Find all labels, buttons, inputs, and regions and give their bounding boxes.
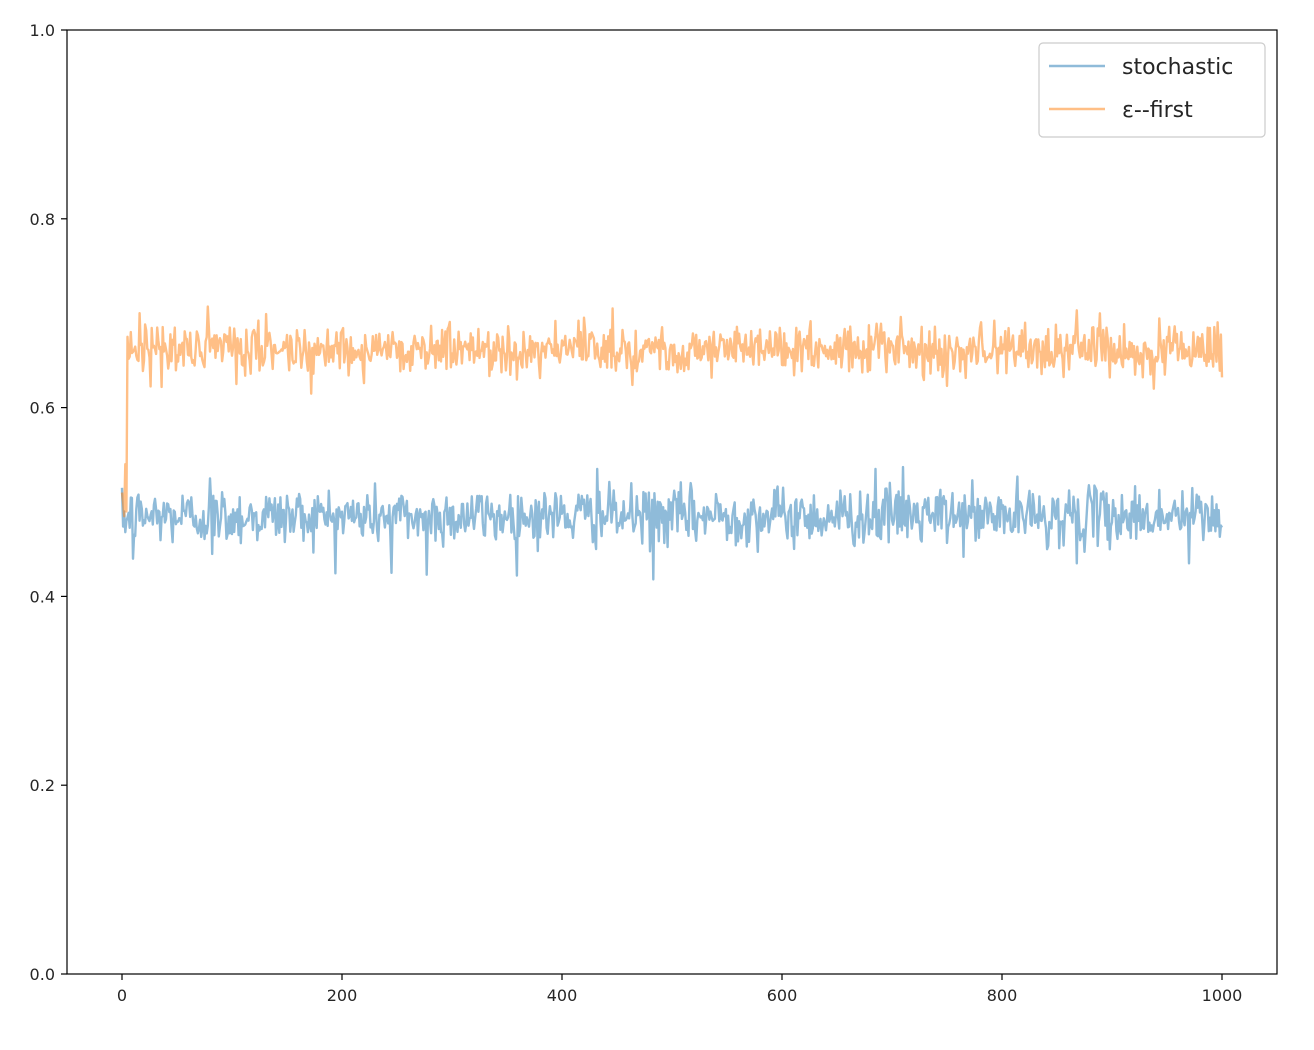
legend-label: stochastic xyxy=(1122,55,1233,80)
x-tick-label: 600 xyxy=(767,986,798,1005)
y-tick-label: 0.8 xyxy=(30,210,55,229)
x-tick-label: 1000 xyxy=(1202,986,1243,1005)
axes-layer: 0 200 400 600 800 1000 0.0 0.2 0.4 0.6 0.8 1.0 xyxy=(30,21,1278,1005)
y-tick-label: 0.2 xyxy=(30,776,55,795)
legend-label: ε--first xyxy=(1122,98,1193,123)
series-line-1 xyxy=(120,305,1224,518)
y-tick-label: 1.0 xyxy=(30,21,55,40)
x-tick-label: 400 xyxy=(547,986,578,1005)
legend: stochastic ε--first xyxy=(1038,42,1266,138)
x-tick-label: 0 xyxy=(117,986,127,1005)
series-line-0 xyxy=(120,465,1224,581)
x-tick-label: 800 xyxy=(987,986,1018,1005)
y-tick-label: 0.4 xyxy=(30,587,55,606)
series-layer xyxy=(120,305,1224,581)
y-tick-label: 0.0 xyxy=(30,965,55,984)
plot-frame xyxy=(66,29,1278,975)
y-tick-label: 0.6 xyxy=(30,399,55,418)
x-tick-label: 200 xyxy=(327,986,358,1005)
